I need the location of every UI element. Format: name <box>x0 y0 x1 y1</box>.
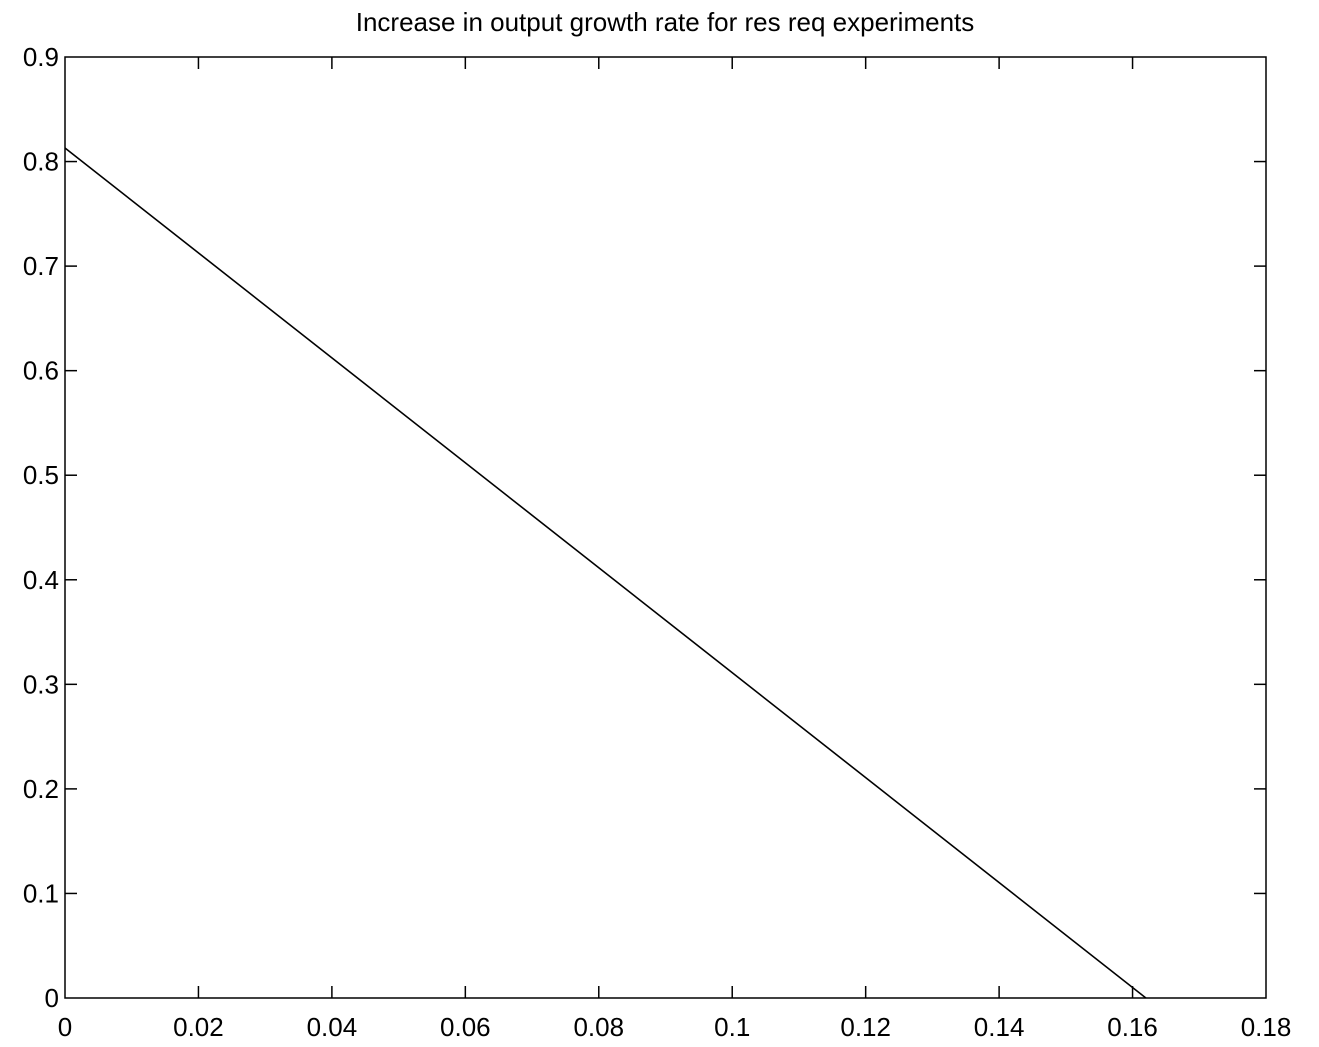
y-tick-label: 0.2 <box>23 774 59 804</box>
axis-tick-labels: 0 0.02 0.04 0.06 0.08 0.1 0.12 0.14 0.16 0.18 0 0.1… <box>23 42 1291 1042</box>
y-tick-label: 0.8 <box>23 147 59 177</box>
series-lines <box>64 147 1147 999</box>
series-line <box>64 147 1147 999</box>
y-tick-label: 0.1 <box>23 878 59 908</box>
axis-ticks <box>65 57 1266 998</box>
y-tick-label: 0.6 <box>23 356 59 386</box>
x-tick-label: 0.1 <box>714 1012 750 1042</box>
chart-title: Increase in output growth rate for res r… <box>356 7 975 37</box>
y-tick-label: 0.3 <box>23 669 59 699</box>
x-tick-label: 0.08 <box>573 1012 624 1042</box>
x-tick-label: 0.14 <box>974 1012 1025 1042</box>
y-tick-label: 0.7 <box>23 251 59 281</box>
plot-area-frame <box>64 56 1267 999</box>
x-tick-label: 0.18 <box>1241 1012 1292 1042</box>
x-tick-label: 0.04 <box>307 1012 358 1042</box>
y-tick-label: 0.4 <box>23 565 59 595</box>
y-tick-label: 0 <box>45 983 59 1013</box>
x-tick-label: 0.16 <box>1107 1012 1158 1042</box>
x-tick-label: 0.12 <box>840 1012 891 1042</box>
x-tick-label: 0.06 <box>440 1012 491 1042</box>
x-tick-label: 0.02 <box>173 1012 224 1042</box>
y-tick-label: 0.5 <box>23 460 59 490</box>
y-tick-label: 0.9 <box>23 42 59 72</box>
x-tick-label: 0 <box>58 1012 72 1042</box>
